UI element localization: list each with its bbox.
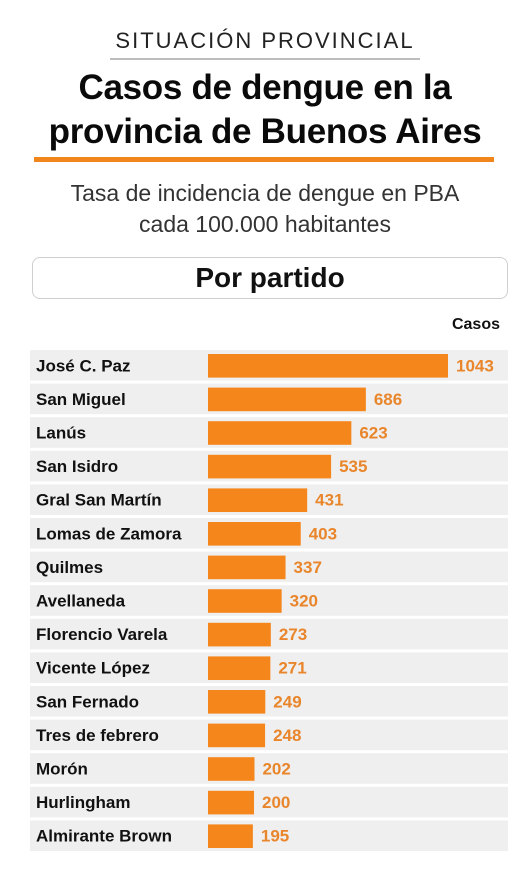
bar bbox=[208, 656, 271, 680]
category-label: Almirante Brown bbox=[36, 827, 172, 846]
category-label: Avellaneda bbox=[36, 592, 126, 611]
value-label: 403 bbox=[309, 524, 337, 543]
value-label: 535 bbox=[339, 457, 367, 476]
value-label: 1043 bbox=[456, 356, 494, 375]
bar bbox=[208, 723, 266, 748]
bar bbox=[208, 488, 308, 512]
chart-subtitle: Tasa de incidencia de dengue en PBA cada… bbox=[0, 178, 530, 240]
category-label: Tres de febrero bbox=[36, 726, 159, 745]
category-label: Lomas de Zamora bbox=[36, 524, 182, 543]
value-label: 200 bbox=[262, 793, 290, 812]
bar bbox=[208, 555, 286, 580]
category-label: Lanús bbox=[36, 424, 86, 443]
row-background bbox=[30, 786, 508, 818]
chart-title-line-1: Casos de dengue en la bbox=[78, 68, 452, 107]
title-underline bbox=[34, 157, 494, 162]
bar bbox=[208, 589, 282, 613]
value-label: 686 bbox=[374, 390, 402, 409]
bar bbox=[208, 522, 301, 546]
value-label: 273 bbox=[279, 625, 307, 644]
chart-title-line-2: provincia de Buenos Aires bbox=[48, 112, 482, 151]
value-label: 320 bbox=[290, 592, 318, 611]
category-label: Morón bbox=[36, 760, 88, 779]
category-label: San Fernado bbox=[36, 692, 139, 711]
bar bbox=[208, 824, 253, 848]
value-label: 202 bbox=[262, 760, 290, 779]
bar bbox=[208, 454, 332, 479]
chart-subtitle-line-2: cada 100.000 habitantes bbox=[139, 211, 391, 237]
value-label: 623 bbox=[359, 424, 387, 443]
category-label: San Miguel bbox=[36, 390, 126, 409]
row-background bbox=[30, 753, 508, 784]
row-background bbox=[30, 719, 508, 751]
value-label: 195 bbox=[261, 827, 289, 846]
value-label: 249 bbox=[273, 692, 301, 711]
section-label: Por partido bbox=[32, 257, 508, 299]
chart-subtitle-line-1: Tasa de incidencia de dengue en PBA bbox=[70, 180, 460, 206]
value-label: 271 bbox=[278, 659, 306, 678]
category-label: Hurlingham bbox=[36, 793, 130, 812]
row-background bbox=[30, 820, 508, 851]
kicker-divider bbox=[110, 58, 420, 60]
bar bbox=[208, 690, 266, 714]
column-header: Casos bbox=[451, 316, 500, 333]
category-label: Quilmes bbox=[36, 558, 103, 577]
category-label: Florencio Varela bbox=[36, 625, 168, 644]
value-label: 248 bbox=[273, 726, 301, 745]
value-label: 337 bbox=[294, 558, 322, 577]
chart-title: Casos de dengue en la provincia de Bueno… bbox=[0, 66, 530, 154]
category-label: Vicente López bbox=[36, 659, 150, 678]
category-label: Gral San Martín bbox=[36, 491, 162, 510]
bar bbox=[208, 757, 255, 781]
value-label: 431 bbox=[315, 491, 343, 510]
bar bbox=[208, 421, 352, 445]
bar bbox=[208, 354, 448, 378]
category-label: San Isidro bbox=[36, 457, 118, 476]
bar bbox=[208, 387, 366, 412]
kicker: SITUACIÓN PROVINCIAL bbox=[115, 28, 415, 53]
category-label: José C. Paz bbox=[36, 356, 131, 375]
bar bbox=[208, 790, 255, 815]
row-background bbox=[30, 686, 508, 717]
bar bbox=[208, 622, 271, 647]
